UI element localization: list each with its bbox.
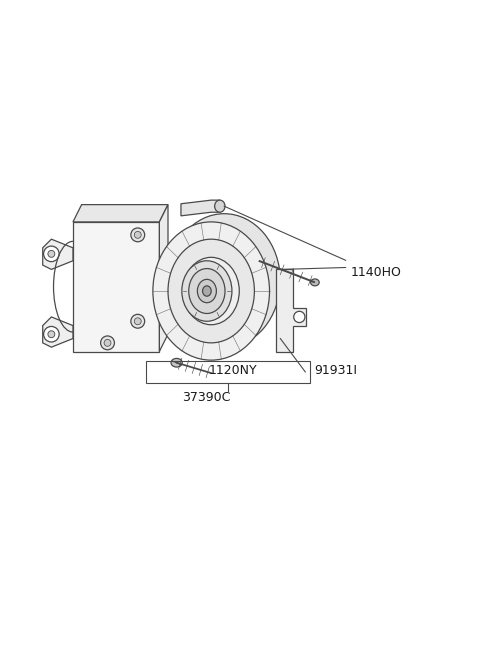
Ellipse shape xyxy=(153,222,270,360)
Circle shape xyxy=(134,318,141,325)
Ellipse shape xyxy=(197,279,216,303)
Polygon shape xyxy=(181,200,220,216)
Ellipse shape xyxy=(311,279,319,286)
Polygon shape xyxy=(73,222,159,352)
Circle shape xyxy=(48,331,55,338)
Circle shape xyxy=(134,231,141,238)
Ellipse shape xyxy=(183,257,239,325)
Ellipse shape xyxy=(189,269,225,314)
Text: 37390C: 37390C xyxy=(182,390,230,403)
Ellipse shape xyxy=(203,286,211,296)
Polygon shape xyxy=(43,317,73,347)
Ellipse shape xyxy=(168,214,280,348)
Circle shape xyxy=(101,336,114,350)
Circle shape xyxy=(294,311,305,322)
Circle shape xyxy=(131,314,144,328)
Ellipse shape xyxy=(168,239,254,343)
Text: 1140HO: 1140HO xyxy=(350,266,401,279)
Circle shape xyxy=(48,250,55,257)
Circle shape xyxy=(44,326,59,342)
Ellipse shape xyxy=(171,358,182,367)
Polygon shape xyxy=(276,269,306,352)
Circle shape xyxy=(131,228,144,242)
Text: 91931I: 91931I xyxy=(314,364,358,377)
Polygon shape xyxy=(73,204,168,222)
Circle shape xyxy=(104,339,111,346)
Polygon shape xyxy=(43,239,73,269)
Ellipse shape xyxy=(215,200,225,212)
Polygon shape xyxy=(159,204,168,352)
Text: 1120NY: 1120NY xyxy=(209,364,257,377)
Circle shape xyxy=(44,246,59,261)
Ellipse shape xyxy=(182,261,232,321)
